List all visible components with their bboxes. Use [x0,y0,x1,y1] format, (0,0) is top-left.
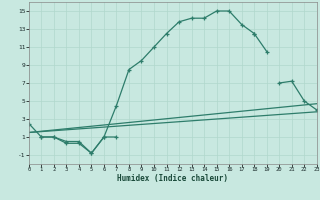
X-axis label: Humidex (Indice chaleur): Humidex (Indice chaleur) [117,174,228,183]
